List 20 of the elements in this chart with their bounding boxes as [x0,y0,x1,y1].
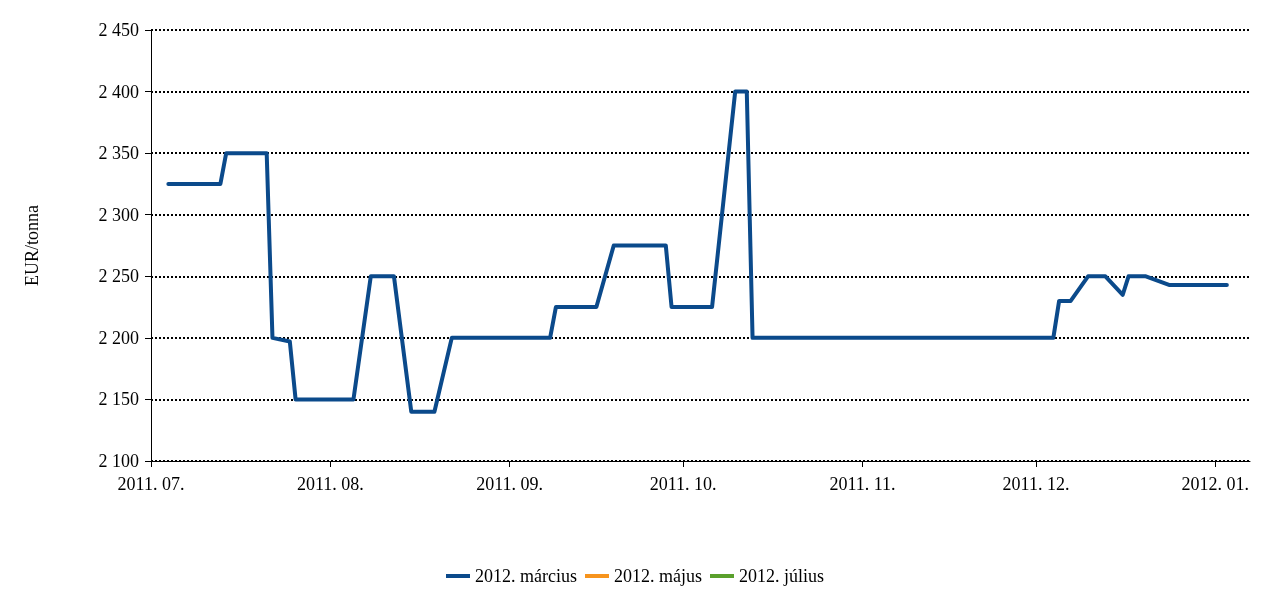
x-tick-label: 2011. 08. [296,474,364,494]
line-series [166,89,1229,414]
y-tick-label: 2 300 [98,204,139,225]
x-tick-label: 2011. 10. [649,474,717,494]
legend-label: 2012. március [475,566,577,586]
y-axis-title: EUR/tonna [22,205,42,286]
y-tick-label: 2 200 [98,327,139,348]
y-tick-label: 2 100 [98,451,139,471]
legend-label: 2012. május [613,566,702,586]
y-tick-label: 2 350 [98,143,139,164]
y-tick-label: 2 150 [98,389,139,410]
x-tick-label: 2012. 01. [1181,474,1250,494]
x-tick-label: 2011. 11. [829,474,896,494]
x-tick-label: 2011. 12. [1002,474,1070,494]
y-tick-label: 2 450 [98,20,139,40]
y-tick-label: 2 250 [98,266,139,287]
x-tick-label: 2011. 09. [476,474,544,494]
legend-label: 2012. július [738,566,824,586]
x-tick-label: 2011. 07. [117,474,185,494]
y-tick-label: 2 400 [98,81,139,102]
